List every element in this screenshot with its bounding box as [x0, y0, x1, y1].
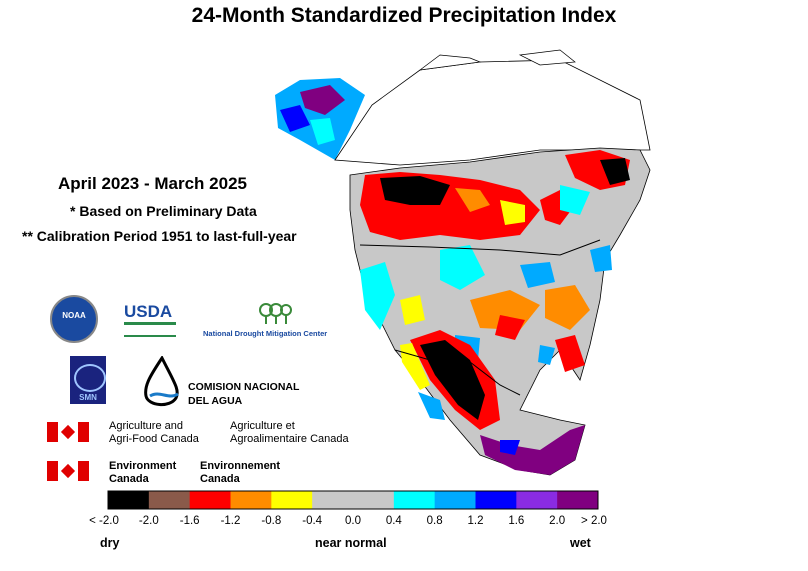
- legend-swatch-1: [148, 491, 191, 509]
- aafc-fr-line2: Agroalimentaire Canada: [230, 433, 349, 445]
- ec-fr-line2: Canada: [200, 473, 240, 485]
- legend-swatch-9: [475, 491, 517, 509]
- canada-flag-icon-2: [47, 461, 89, 481]
- southern-mexico-wet: [480, 425, 585, 475]
- legend-word-normal: near normal: [315, 536, 387, 550]
- aafc-en-line2: Agri-Food Canada: [109, 433, 199, 445]
- aafc-fr-line1: Agriculture et: [230, 420, 295, 432]
- smn-logo: SMN: [70, 356, 106, 404]
- legend-swatch-2: [189, 491, 231, 509]
- legend-swatch-4: [271, 491, 313, 509]
- legend-swatch-3: [230, 491, 272, 509]
- noaa-logo: NOAA: [50, 295, 98, 343]
- legend-swatch-7: [393, 491, 436, 509]
- legend-swatch-8: [434, 491, 476, 509]
- aafc-en-line1: Agriculture and: [109, 420, 183, 432]
- ec-fr-line1: Environnement: [200, 460, 281, 472]
- map-field: [275, 49, 651, 476]
- period-label: April 2023 - March 2025: [58, 174, 247, 193]
- map-title: 24-Month Standardized Precipitation Inde…: [191, 4, 617, 27]
- usda-logo-mark: [124, 322, 176, 337]
- us-canada-border: [359, 239, 601, 256]
- legend-word-wet: wet: [570, 536, 591, 550]
- conagua-line2: DEL AGUA: [188, 395, 243, 407]
- legend-frame: [107, 490, 599, 510]
- ndmc-logo: National Drought Mitigation Center: [203, 329, 328, 338]
- legend-swatch-10: [516, 491, 558, 509]
- legend-swatch-11: [557, 491, 599, 509]
- ndmc-tree-icon: [258, 302, 292, 326]
- legend-swatch-5: [312, 491, 354, 509]
- usda-logo: USDA: [124, 302, 173, 321]
- ec-en-line2: Canada: [109, 473, 149, 485]
- legend-colorbar: [107, 490, 599, 510]
- canada-flag-icon: [47, 422, 89, 442]
- ec-en-line1: Environment: [109, 460, 177, 472]
- preliminary-note: * Based on Preliminary Data: [70, 203, 257, 219]
- legend-swatch-0: [108, 491, 150, 509]
- conagua-drop-icon: [140, 355, 182, 408]
- us-mexico-border: [394, 349, 521, 396]
- legend-swatch-6: [353, 491, 395, 509]
- conagua-line1: COMISION NACIONAL: [188, 381, 300, 393]
- calibration-note: ** Calibration Period 1951 to last-full-…: [22, 228, 297, 244]
- legend-word-dry: dry: [100, 536, 120, 550]
